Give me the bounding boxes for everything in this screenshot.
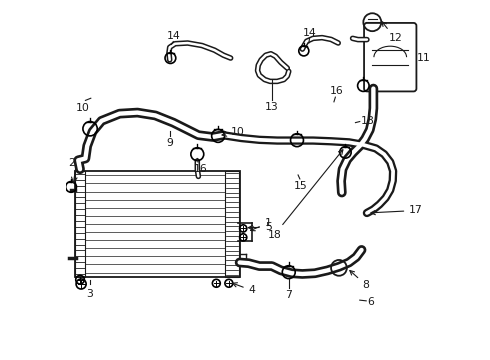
Text: 12: 12 [382,22,402,43]
Text: 17: 17 [371,206,423,216]
Text: 14: 14 [303,28,317,38]
Text: 3: 3 [87,289,94,300]
Text: 14: 14 [167,31,180,41]
Text: 2: 2 [68,158,74,168]
Text: 4: 4 [233,283,255,296]
Text: 10: 10 [76,103,90,113]
Text: 5: 5 [248,222,271,232]
Text: 16: 16 [330,86,343,96]
Bar [74,171,240,277]
Text: 7: 7 [285,291,292,301]
Text: 18: 18 [268,150,343,239]
Text: 1: 1 [250,218,271,231]
Text: 11: 11 [416,53,430,63]
Text: 6: 6 [367,297,374,307]
Text: 13: 13 [265,102,279,112]
Text: 8: 8 [350,271,369,290]
Text: 18: 18 [361,116,374,126]
Bar [74,171,85,277]
Text: 15: 15 [294,181,308,191]
Bar [225,171,239,277]
Text: 9: 9 [166,138,173,148]
Text: 16: 16 [193,164,207,174]
Text: 10: 10 [222,127,245,136]
